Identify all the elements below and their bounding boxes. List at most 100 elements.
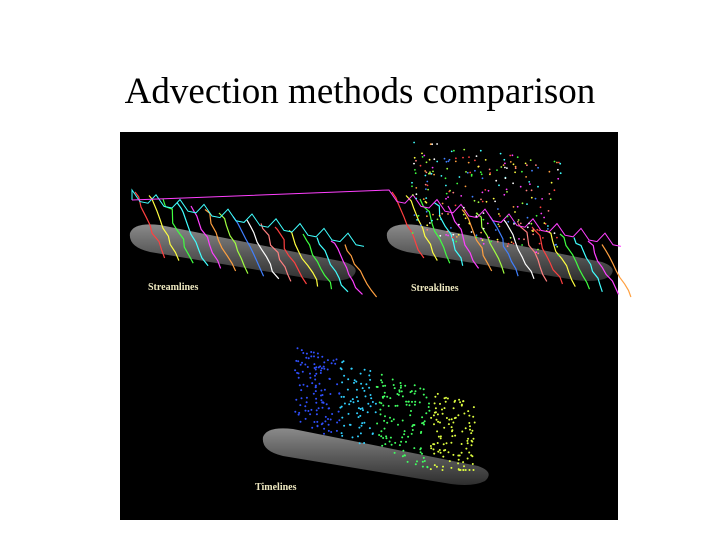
particle xyxy=(310,351,313,353)
particle xyxy=(496,240,499,243)
particle xyxy=(559,172,562,175)
flow-line xyxy=(447,205,480,269)
particle xyxy=(368,427,371,430)
particle xyxy=(365,383,368,386)
particle xyxy=(541,198,543,200)
particle xyxy=(441,212,444,215)
particle xyxy=(363,389,366,392)
particle xyxy=(494,200,496,203)
particle xyxy=(458,398,461,401)
particle xyxy=(297,360,300,363)
particle xyxy=(296,347,299,350)
particle xyxy=(380,373,383,376)
particle xyxy=(299,363,302,366)
flow-line xyxy=(330,240,363,295)
particle xyxy=(310,355,313,358)
particle xyxy=(532,228,535,231)
particle xyxy=(492,197,495,200)
particle xyxy=(436,160,439,163)
particle xyxy=(327,407,330,410)
particle xyxy=(442,455,445,458)
particle xyxy=(542,237,544,239)
particle xyxy=(391,378,394,381)
particle xyxy=(323,367,326,370)
particle xyxy=(474,169,476,172)
particle xyxy=(383,419,386,422)
particle xyxy=(336,421,339,424)
particle xyxy=(437,420,440,423)
particle xyxy=(425,161,428,164)
particle xyxy=(368,386,371,389)
particle xyxy=(447,213,449,215)
particle xyxy=(414,172,417,175)
particle xyxy=(305,356,308,359)
particle xyxy=(512,182,514,185)
particle xyxy=(405,400,408,403)
particle xyxy=(375,385,378,388)
particle xyxy=(311,426,314,429)
particle xyxy=(315,409,318,412)
particle xyxy=(337,410,340,413)
flow-line xyxy=(461,209,493,272)
particle xyxy=(443,157,446,160)
particle xyxy=(477,201,480,204)
flow-line xyxy=(475,212,505,274)
particle xyxy=(416,219,418,221)
particle xyxy=(462,213,465,216)
particle xyxy=(350,367,353,370)
particle xyxy=(364,395,367,398)
particle xyxy=(341,416,344,419)
particle xyxy=(415,193,418,196)
particle xyxy=(322,401,325,404)
particle xyxy=(347,412,350,415)
particle xyxy=(307,357,310,360)
particle xyxy=(481,191,484,194)
particle xyxy=(429,143,432,146)
particle xyxy=(363,421,366,424)
particle xyxy=(299,420,302,423)
particle xyxy=(513,223,515,225)
particle xyxy=(489,173,491,176)
particle xyxy=(482,227,485,230)
particle xyxy=(443,449,445,452)
particle xyxy=(297,376,300,379)
particle xyxy=(343,424,346,427)
particle xyxy=(445,417,448,419)
particle xyxy=(396,404,399,407)
particle xyxy=(340,432,343,435)
particle xyxy=(342,395,345,398)
particle xyxy=(549,198,552,201)
particle xyxy=(358,426,361,429)
particle xyxy=(554,244,556,246)
particle xyxy=(413,447,416,450)
particle xyxy=(428,402,430,405)
particle xyxy=(455,236,458,238)
particle xyxy=(294,369,297,372)
particle xyxy=(299,404,302,407)
particle xyxy=(441,408,443,411)
particle xyxy=(416,460,418,463)
flow-line xyxy=(302,233,333,290)
particle xyxy=(343,402,346,405)
flow-band xyxy=(131,188,365,247)
particle xyxy=(432,170,434,173)
particle xyxy=(411,429,414,431)
particle xyxy=(295,359,298,362)
particle xyxy=(548,170,551,173)
particle xyxy=(403,454,406,457)
particle xyxy=(360,382,363,385)
particle xyxy=(347,378,350,381)
particle xyxy=(315,397,318,400)
particle xyxy=(556,161,558,164)
particle xyxy=(400,384,402,387)
particle xyxy=(390,443,393,446)
particle xyxy=(423,460,426,462)
particle xyxy=(351,398,354,401)
particle xyxy=(432,213,434,216)
particle xyxy=(440,218,442,221)
particle xyxy=(394,441,397,444)
particle xyxy=(456,182,459,185)
particle xyxy=(448,190,451,193)
particle xyxy=(480,237,482,240)
